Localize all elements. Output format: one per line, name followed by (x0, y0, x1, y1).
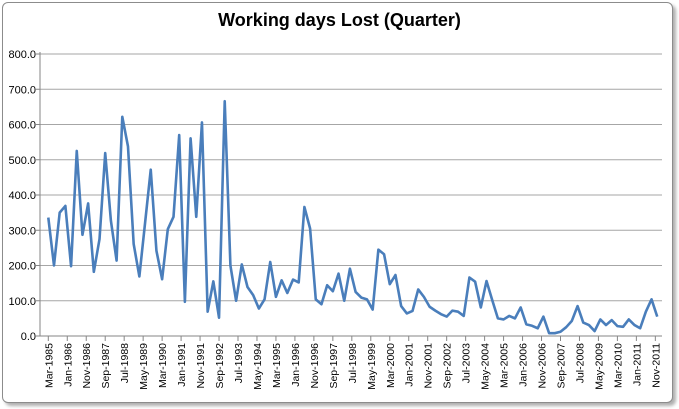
x-tick-label: Mar-1995 (271, 343, 283, 388)
x-tick-label: Jan-2001 (404, 343, 416, 387)
x-tick-label: Nov-2011 (650, 343, 662, 388)
x-tick-label: Nov-2006 (537, 343, 549, 389)
x-tick-label: Mar-1985 (43, 343, 55, 388)
x-tick-label: Mar-2000 (385, 343, 397, 388)
x-tick-label: Sep-2007 (555, 343, 567, 389)
y-tick-label: 100.0 (8, 296, 36, 308)
y-tick-label: 300.0 (8, 225, 36, 237)
x-tick-label: May-2009 (593, 343, 605, 390)
x-tick-label: Sep-2002 (442, 343, 454, 389)
x-tick-label: Nov-1991 (195, 343, 207, 389)
x-tick-label: Jan-1996 (290, 343, 302, 387)
x-tick-label: Jul-2003 (461, 343, 473, 383)
y-tick-label: 700.0 (8, 84, 36, 96)
y-tick-label: 800.0 (8, 49, 36, 61)
x-tick-label: Jul-1998 (347, 343, 359, 383)
series-line (47, 99, 659, 335)
x-tick-label: May-1989 (138, 343, 150, 390)
x-tick-label: Nov-2001 (423, 343, 435, 389)
x-tick-label: Jan-2006 (518, 343, 530, 387)
y-tick-label: 0.0 (21, 331, 36, 343)
y-tick-label: 200.0 (8, 261, 36, 273)
x-tick-label: Mar-2005 (499, 343, 511, 388)
x-tick-label: Jan-1991 (176, 343, 188, 387)
x-tick-label: Nov-1986 (81, 343, 93, 389)
chart-title: Working days Lost (Quarter) (218, 10, 461, 30)
x-tick-label: Sep-1997 (328, 343, 340, 389)
x-tick-label: Sep-1992 (214, 343, 226, 389)
x-tick-label: Jan-1986 (62, 343, 74, 387)
x-tick-label: Mar-1990 (157, 343, 169, 388)
x-tick-label: Jul-1993 (233, 343, 245, 383)
x-tick-label: Jan-2011 (631, 343, 643, 386)
y-tick-label: 400.0 (8, 190, 36, 202)
x-tick-label: May-1994 (252, 343, 264, 390)
x-tick-label: Jul-2008 (574, 343, 586, 383)
x-tick-label: Sep-1987 (100, 343, 112, 389)
x-tick-label: Nov-1996 (309, 343, 321, 389)
x-tick-label: May-1999 (366, 343, 378, 390)
x-tick-label: Mar-2010 (612, 343, 624, 388)
x-tick-label: Jul-1988 (119, 343, 131, 383)
y-tick-label: 500.0 (8, 155, 36, 167)
x-tick-label: May-2004 (480, 343, 492, 390)
y-tick-label: 600.0 (8, 120, 36, 132)
